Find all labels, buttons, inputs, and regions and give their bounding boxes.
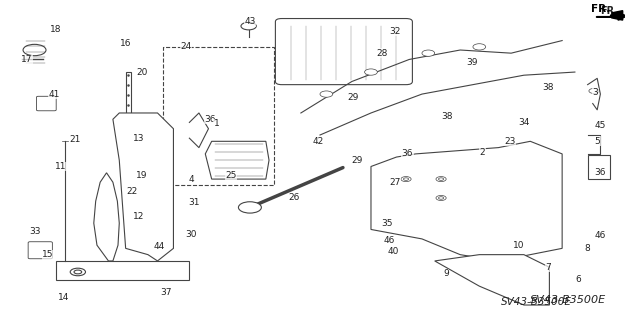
Polygon shape bbox=[94, 173, 119, 261]
Text: SV43-B3500E: SV43-B3500E bbox=[501, 297, 572, 307]
Text: 17: 17 bbox=[21, 55, 33, 64]
Text: 22: 22 bbox=[126, 187, 138, 196]
Text: 21: 21 bbox=[69, 135, 81, 144]
Text: 34: 34 bbox=[518, 118, 529, 127]
Circle shape bbox=[589, 88, 599, 93]
Polygon shape bbox=[612, 11, 623, 20]
Text: 6: 6 bbox=[575, 275, 581, 284]
Text: 18: 18 bbox=[50, 25, 61, 34]
Text: 26: 26 bbox=[289, 194, 300, 203]
Circle shape bbox=[23, 44, 46, 56]
FancyBboxPatch shape bbox=[275, 19, 412, 85]
Circle shape bbox=[320, 91, 333, 97]
Text: 46: 46 bbox=[595, 231, 606, 240]
Text: 33: 33 bbox=[29, 226, 41, 235]
FancyBboxPatch shape bbox=[36, 96, 56, 111]
Text: 44: 44 bbox=[154, 242, 165, 251]
Text: 32: 32 bbox=[390, 26, 401, 36]
Text: 41: 41 bbox=[49, 90, 60, 99]
Text: 19: 19 bbox=[136, 171, 147, 181]
Text: 2: 2 bbox=[479, 148, 485, 157]
Text: 9: 9 bbox=[444, 269, 449, 278]
Text: 3: 3 bbox=[593, 88, 598, 97]
Circle shape bbox=[403, 178, 408, 180]
Polygon shape bbox=[371, 141, 562, 261]
FancyArrowPatch shape bbox=[252, 167, 343, 206]
Text: 25: 25 bbox=[225, 171, 236, 181]
Circle shape bbox=[241, 22, 256, 30]
Text: 27: 27 bbox=[390, 178, 401, 187]
FancyBboxPatch shape bbox=[588, 155, 610, 179]
Text: 16: 16 bbox=[120, 39, 131, 48]
Polygon shape bbox=[435, 255, 549, 305]
Text: 11: 11 bbox=[55, 162, 67, 171]
Circle shape bbox=[70, 268, 86, 276]
Circle shape bbox=[436, 196, 446, 201]
Text: 40: 40 bbox=[388, 247, 399, 256]
Polygon shape bbox=[205, 141, 269, 179]
Circle shape bbox=[438, 197, 444, 199]
Circle shape bbox=[473, 44, 486, 50]
Text: 42: 42 bbox=[312, 137, 324, 146]
Text: 30: 30 bbox=[186, 230, 197, 239]
Text: 36: 36 bbox=[401, 149, 413, 159]
Circle shape bbox=[401, 177, 411, 182]
Text: 8: 8 bbox=[585, 244, 591, 253]
Text: 37: 37 bbox=[160, 288, 172, 297]
Polygon shape bbox=[113, 113, 173, 261]
Text: 24: 24 bbox=[180, 42, 192, 51]
Text: 38: 38 bbox=[442, 112, 453, 121]
Text: 38: 38 bbox=[542, 83, 554, 92]
Text: 45: 45 bbox=[595, 121, 606, 130]
Text: 36: 36 bbox=[595, 168, 606, 177]
Text: 15: 15 bbox=[42, 250, 54, 259]
Text: 36: 36 bbox=[205, 115, 216, 124]
Text: 20: 20 bbox=[136, 68, 147, 77]
Circle shape bbox=[438, 178, 444, 180]
Circle shape bbox=[436, 177, 446, 182]
FancyBboxPatch shape bbox=[28, 242, 52, 259]
Circle shape bbox=[422, 50, 435, 56]
FancyBboxPatch shape bbox=[125, 72, 131, 151]
FancyBboxPatch shape bbox=[56, 261, 189, 280]
Text: 35: 35 bbox=[381, 219, 393, 228]
Circle shape bbox=[365, 69, 378, 75]
Text: 1: 1 bbox=[214, 120, 220, 129]
Text: 43: 43 bbox=[244, 17, 255, 26]
Circle shape bbox=[239, 202, 261, 213]
Text: 29: 29 bbox=[351, 156, 363, 165]
Text: 23: 23 bbox=[504, 137, 516, 146]
Text: 10: 10 bbox=[513, 241, 525, 250]
Text: 29: 29 bbox=[348, 93, 359, 102]
Text: 39: 39 bbox=[466, 58, 477, 67]
Text: 7: 7 bbox=[545, 263, 551, 272]
Text: FR.: FR. bbox=[591, 4, 610, 14]
Text: 4: 4 bbox=[188, 174, 194, 184]
Text: 28: 28 bbox=[377, 49, 388, 58]
Text: FR.: FR. bbox=[600, 6, 618, 16]
Text: 5: 5 bbox=[595, 137, 600, 146]
Text: 12: 12 bbox=[132, 212, 144, 221]
Text: 13: 13 bbox=[132, 134, 144, 143]
Text: 46: 46 bbox=[383, 236, 394, 245]
Text: 14: 14 bbox=[58, 293, 70, 302]
Circle shape bbox=[74, 270, 82, 274]
Text: 31: 31 bbox=[189, 198, 200, 207]
Text: SV43-B3500E: SV43-B3500E bbox=[531, 295, 607, 306]
